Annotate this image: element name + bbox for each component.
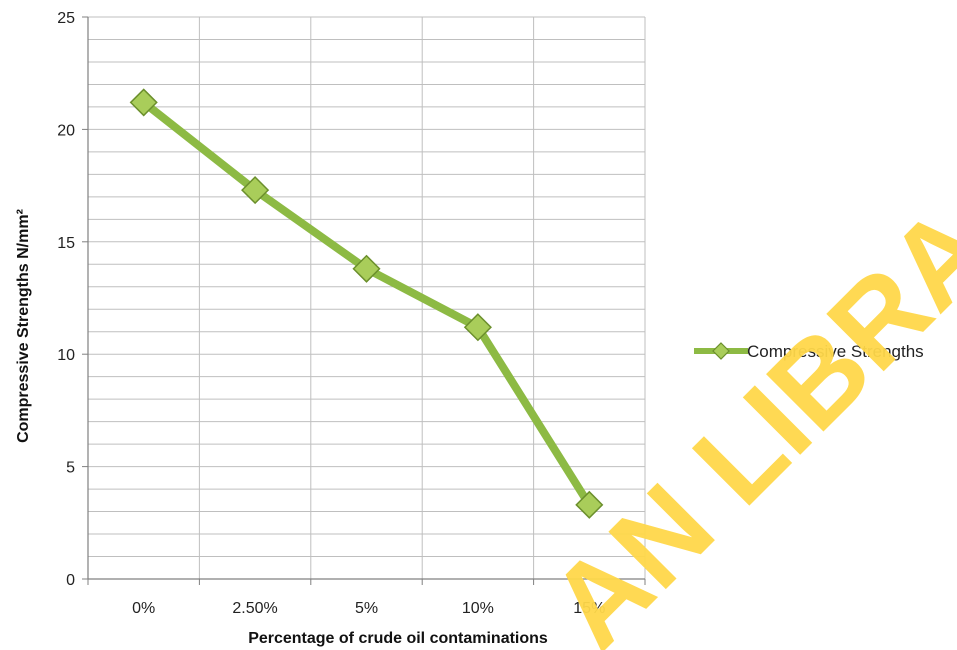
legend-marker-swatch bbox=[712, 342, 730, 360]
data-point-marker bbox=[129, 88, 158, 117]
y-tick-label: 0 bbox=[66, 572, 75, 589]
y-tick-label: 25 bbox=[57, 10, 75, 27]
data-point-marker bbox=[575, 490, 604, 519]
x-tick-label: 15% bbox=[573, 600, 605, 617]
axes: 0 5 10 15 20 25 0% 2.50% 5% 10% 15% bbox=[57, 10, 646, 617]
x-tick-label: 0% bbox=[132, 600, 155, 617]
x-axis-title: Percentage of crude oil contaminations bbox=[248, 630, 548, 647]
x-tick-label: 10% bbox=[462, 600, 494, 617]
x-tick-label: 2.50% bbox=[232, 600, 277, 617]
data-point-marker bbox=[352, 254, 381, 283]
legend-label: Compressive Strengths bbox=[747, 342, 924, 361]
y-tick-label: 5 bbox=[66, 460, 75, 477]
y-tick-label: 20 bbox=[57, 122, 75, 139]
y-axis-title: Compressive Strengths N/mm² bbox=[15, 209, 32, 443]
data-point-marker bbox=[241, 176, 270, 205]
watermark: AN LIBRA bbox=[525, 181, 957, 650]
y-tick-label: 15 bbox=[57, 235, 75, 252]
data-point-marker bbox=[463, 313, 492, 342]
grid bbox=[88, 16, 646, 579]
x-tick-label: 5% bbox=[355, 600, 378, 617]
series-compressive-strengths bbox=[129, 88, 604, 519]
legend: Compressive Strengths bbox=[694, 342, 924, 361]
y-tick-label: 10 bbox=[57, 347, 75, 364]
